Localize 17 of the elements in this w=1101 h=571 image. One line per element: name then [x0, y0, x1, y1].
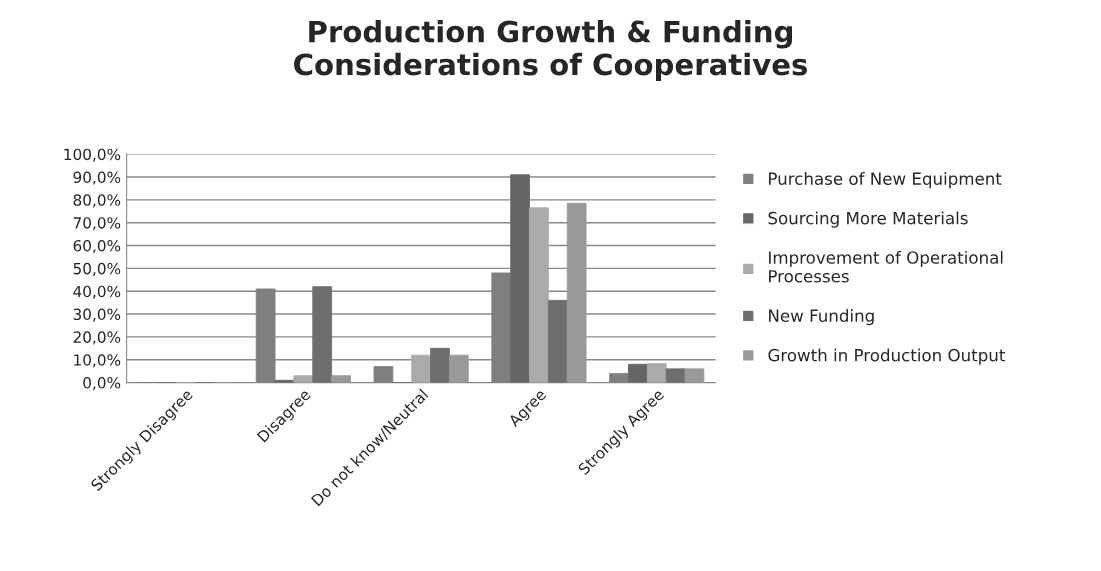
y-tick-label: 0,0% — [83, 377, 121, 391]
legend-label: Improvement of Operational Processes — [769, 250, 1003, 283]
y-tick-label: 20,0% — [73, 331, 121, 345]
legend-label: Sourcing More Materials — [768, 211, 968, 228]
legend-label: Growth in Production Output — [768, 348, 1005, 365]
y-tick-label: 30,0% — [73, 308, 121, 322]
y-tick-label: 90,0% — [73, 171, 121, 185]
legend-label: Purchase of New Equipment — [769, 172, 1002, 189]
y-tick-label: 10,0% — [74, 354, 121, 368]
legend-label: New Funding — [769, 309, 874, 326]
y-tick-label: 70,0% — [73, 217, 121, 231]
y-tick-label: 60,0% — [73, 240, 121, 254]
chart-title: Production Growth & Funding Considerations of Cooperatives — [294, 19, 807, 82]
y-tick-label: 50,0% — [73, 262, 121, 276]
y-tick-label: 100,0% — [64, 148, 121, 162]
y-tick-label: 80,0% — [73, 194, 121, 208]
y-tick-label: 40,0% — [73, 285, 121, 299]
